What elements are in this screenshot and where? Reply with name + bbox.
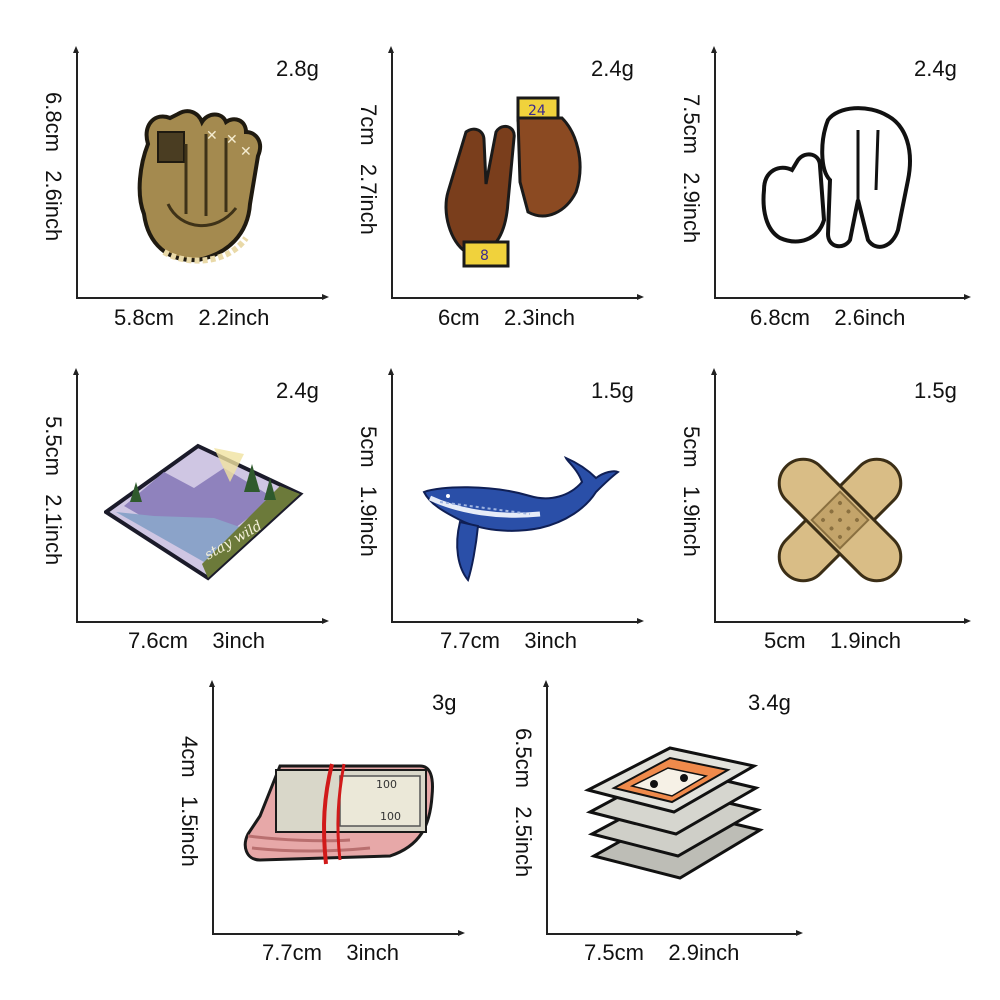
y-axis (391, 52, 393, 298)
width-label: 7.7cm 3inch (262, 940, 399, 965)
x-axis-arrow (964, 294, 971, 300)
width-label: 7.6cm 3inch (128, 628, 265, 653)
banknote-value-bottom: 100 (380, 810, 401, 823)
x-axis (391, 297, 639, 299)
height-label: 5.5cm 2.1inch (41, 416, 66, 566)
whale-icon (422, 456, 620, 583)
y-axis-arrow (711, 46, 717, 53)
width-label: 5.8cm 2.2inch (114, 305, 270, 330)
width-label: 6.8cm 2.6inch (750, 305, 906, 330)
x-axis (714, 297, 966, 299)
y-axis (391, 374, 393, 622)
height-label: 7cm 2.7inch (356, 104, 381, 235)
white-gloves-icon (761, 106, 912, 249)
width-label: 7.7cm 3inch (440, 628, 577, 653)
y-axis-arrow (73, 46, 79, 53)
x-axis-arrow (458, 930, 465, 936)
weight-label: 1.5g (914, 378, 957, 403)
weight-label: 3g (432, 690, 457, 715)
weight-label: 1.5g (591, 378, 634, 403)
weight-label: 2.8g (276, 56, 319, 81)
y-axis-arrow (388, 368, 394, 375)
height-label: 6.8cm 2.6inch (41, 92, 66, 242)
x-axis-arrow (964, 618, 971, 624)
baseball-glove-icon: ✕ ✕ ✕ (137, 109, 263, 264)
y-axis (76, 52, 78, 298)
x-axis (76, 297, 324, 299)
jersey-number-24: 24 (528, 103, 546, 119)
banknote-value-top: 100 (376, 778, 397, 791)
height-label: 5cm 1.9inch (356, 426, 381, 557)
x-axis (212, 933, 460, 935)
height-label: 4cm 1.5inch (177, 736, 202, 867)
peace-gloves-icon: 24 8 (444, 96, 582, 268)
y-axis-arrow (711, 368, 717, 375)
y-axis-arrow (388, 46, 394, 53)
x-axis (391, 621, 639, 623)
y-axis-arrow (73, 368, 79, 375)
y-axis (212, 686, 214, 934)
width-label: 5cm 1.9inch (764, 628, 901, 653)
svg-text:✕: ✕ (206, 128, 218, 144)
y-axis-arrow (543, 680, 549, 687)
x-axis (546, 933, 798, 935)
x-axis (714, 621, 966, 623)
height-label: 5cm 1.9inch (679, 426, 704, 557)
y-axis (714, 374, 716, 622)
x-axis-arrow (322, 618, 329, 624)
weight-label: 2.4g (591, 56, 634, 81)
width-label: 7.5cm 2.9inch (584, 940, 740, 965)
svg-text:✕: ✕ (226, 132, 238, 148)
y-axis (714, 52, 716, 298)
y-axis (546, 686, 548, 934)
x-axis-arrow (796, 930, 803, 936)
weight-label: 3.4g (748, 690, 791, 715)
stay-wild-icon: stay wild (104, 443, 304, 581)
jersey-number-8: 8 (480, 248, 489, 264)
x-axis-arrow (637, 618, 644, 624)
bandage-icon (777, 457, 903, 583)
money-stack-icon: 100 100 (243, 763, 434, 865)
x-axis (76, 621, 324, 623)
cassette-stack-icon (584, 746, 764, 880)
x-axis-arrow (322, 294, 329, 300)
width-label: 6cm 2.3inch (438, 305, 575, 330)
weight-label: 2.4g (914, 56, 957, 81)
weight-label: 2.4g (276, 378, 319, 403)
y-axis (76, 374, 78, 622)
height-label: 6.5cm 2.5inch (511, 728, 536, 878)
x-axis-arrow (637, 294, 644, 300)
height-label: 7.5cm 2.9inch (679, 94, 704, 244)
svg-text:✕: ✕ (240, 144, 252, 160)
y-axis-arrow (209, 680, 215, 687)
